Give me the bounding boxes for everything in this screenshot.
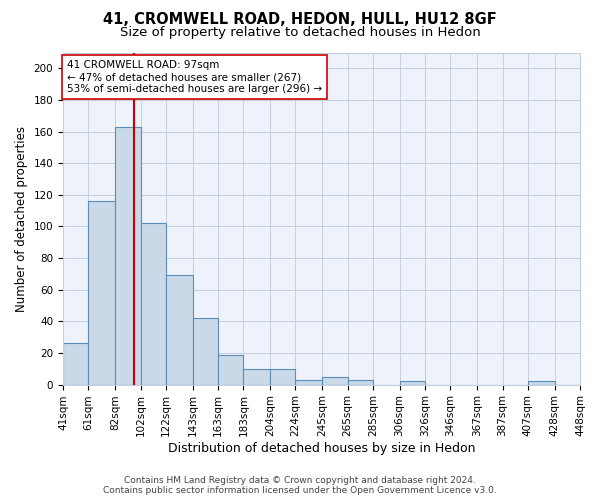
Bar [528,382,554,384]
Bar [295,380,322,384]
Text: Contains HM Land Registry data © Crown copyright and database right 2024.
Contai: Contains HM Land Registry data © Crown c… [103,476,497,495]
Bar [88,201,115,384]
Bar [400,382,425,384]
Bar [270,369,295,384]
Text: 41 CROMWELL ROAD: 97sqm
← 47% of detached houses are smaller (267)
53% of semi-d: 41 CROMWELL ROAD: 97sqm ← 47% of detache… [67,60,322,94]
Bar [63,344,88,384]
Bar [218,354,244,384]
Text: 41, CROMWELL ROAD, HEDON, HULL, HU12 8GF: 41, CROMWELL ROAD, HEDON, HULL, HU12 8GF [103,12,497,28]
Bar [166,276,193,384]
Bar [347,380,373,384]
Text: Size of property relative to detached houses in Hedon: Size of property relative to detached ho… [119,26,481,39]
Bar [140,224,166,384]
Bar [244,369,270,384]
Y-axis label: Number of detached properties: Number of detached properties [15,126,28,312]
Bar [193,318,218,384]
Bar [115,127,140,384]
Bar [322,376,347,384]
X-axis label: Distribution of detached houses by size in Hedon: Distribution of detached houses by size … [168,442,475,455]
